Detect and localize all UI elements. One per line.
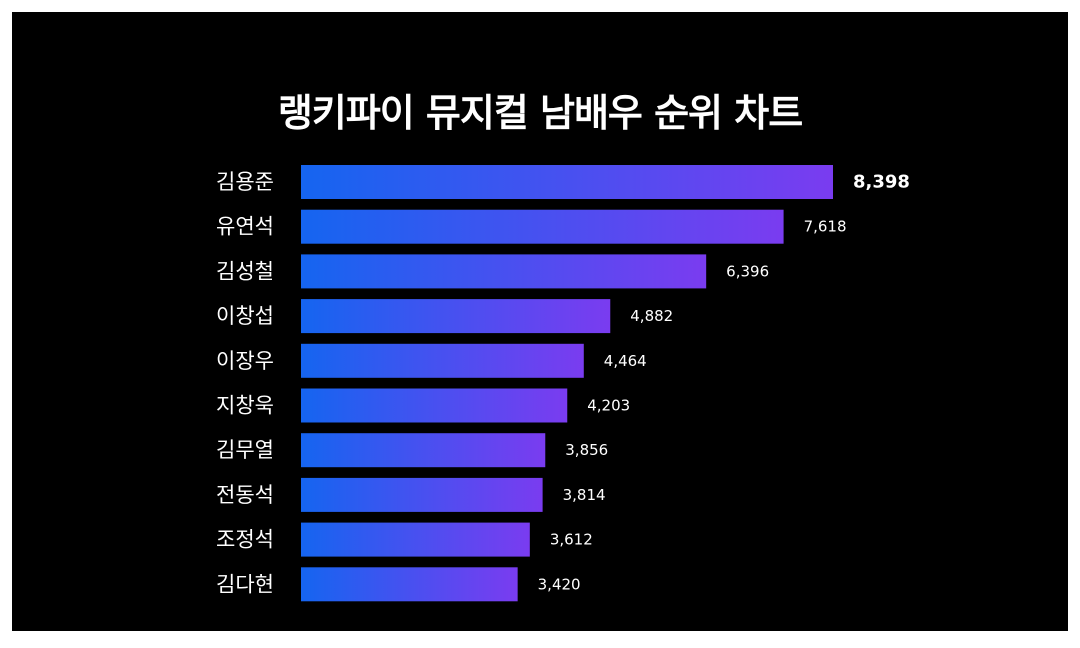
value-label: 7,618 <box>804 218 847 236</box>
bar-row: 조정석 3,612 <box>216 522 593 557</box>
bar <box>301 388 568 423</box>
value-label: 3,420 <box>538 575 581 593</box>
bar <box>301 209 784 244</box>
bars-layer: 김용준 8,398 유연석 7,618 김성철 6,396 이창섭 4,882 이장우 4,464… <box>216 165 910 602</box>
category-label: 김무열 <box>216 438 274 462</box>
category-label: 지창욱 <box>216 394 274 418</box>
bar-row: 김다현 3,420 <box>216 567 581 602</box>
category-label: 김용준 <box>216 170 274 194</box>
bar-row: 김용준 8,398 <box>216 165 910 199</box>
chart-title: 랭키파이 뮤지컬 남배우 순위 차트 <box>277 91 803 135</box>
bar-row: 전동석 3,814 <box>216 477 606 512</box>
category-label: 전동석 <box>216 483 274 507</box>
value-label: 3,856 <box>565 441 608 459</box>
chart-frame: 랭키파이 뮤지컬 남배우 순위 차트 김용준 8,398 유연석 7,618 김성철 6,… <box>12 12 1068 631</box>
bar <box>301 433 546 468</box>
bar <box>301 299 611 334</box>
category-label: 유연석 <box>216 215 274 239</box>
bar-row: 유연석 7,618 <box>216 209 847 244</box>
category-label: 이장우 <box>216 349 274 373</box>
category-label: 조정석 <box>216 528 274 552</box>
value-label: 3,814 <box>563 486 606 504</box>
value-label: 3,612 <box>550 531 593 549</box>
value-label: 4,882 <box>630 307 673 325</box>
bar-row: 이장우 4,464 <box>216 343 647 378</box>
bar <box>301 567 518 602</box>
value-label: 8,398 <box>853 172 910 193</box>
value-label: 4,203 <box>587 397 630 415</box>
bar-row: 김성철 6,396 <box>216 254 769 289</box>
bar <box>301 343 584 378</box>
bar-row: 김무열 3,856 <box>216 433 608 468</box>
bar <box>301 254 707 289</box>
bar-row: 지창욱 4,203 <box>216 388 630 423</box>
bar <box>301 477 543 512</box>
value-label: 4,464 <box>604 352 647 370</box>
category-label: 이창섭 <box>216 304 274 328</box>
bar <box>301 522 530 557</box>
category-label: 김성철 <box>216 259 274 283</box>
bar <box>301 165 833 199</box>
category-label: 김다현 <box>216 572 274 596</box>
bar-row: 이창섭 4,882 <box>216 299 673 334</box>
bar-chart: 김용준 8,398 유연석 7,618 김성철 6,396 이창섭 4,882 이장우 4,464… <box>216 165 910 602</box>
value-label: 6,396 <box>726 262 769 280</box>
